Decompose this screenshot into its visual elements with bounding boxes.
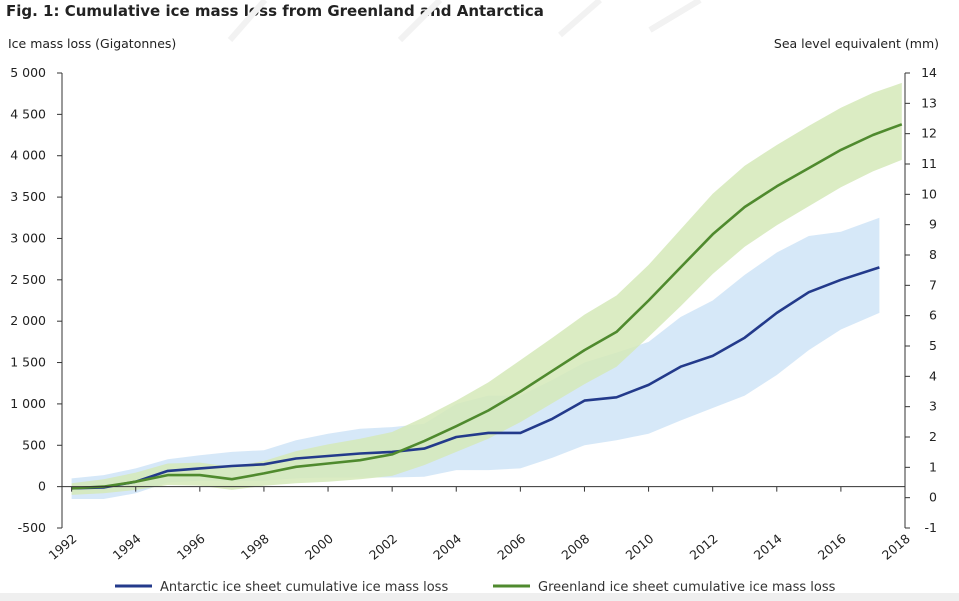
- x-tick-label: 2016: [815, 531, 849, 563]
- uncertainty-bands: [71, 82, 902, 500]
- x-tick-label: 1998: [238, 531, 272, 563]
- series-line-antarctic: [71, 266, 880, 490]
- y-tick-label-left: 1 000: [10, 396, 46, 411]
- watermark: [227, 0, 702, 43]
- x-tick-label: 2014: [751, 531, 785, 563]
- x-tick-label: 2018: [879, 531, 913, 563]
- series-lines: [71, 123, 903, 490]
- y-tick-label-right: 6: [929, 308, 937, 323]
- y-tick-label-right: 4: [929, 368, 937, 383]
- y-tick-label-right: 14: [921, 65, 937, 80]
- x-tick-label: 2004: [430, 531, 464, 563]
- y-tick-label-left: 3 500: [10, 189, 46, 204]
- chart-title: Fig. 1: Cumulative ice mass loss from Gr…: [6, 2, 544, 20]
- y-tick-label-right: 8: [929, 247, 937, 262]
- y-tick-label-left: 500: [22, 437, 46, 452]
- watermark-stroke-2: [558, 0, 602, 38]
- y-tick-label-right: 13: [921, 95, 937, 110]
- y-tick-label-left: 3 000: [10, 230, 46, 245]
- y-tick-label-left: 2 000: [10, 313, 46, 328]
- x-tick-label: 2006: [494, 531, 528, 563]
- y-tick-label-right: 11: [921, 156, 937, 171]
- x-tick-label: 2000: [302, 531, 336, 563]
- y-tick-label-right: -1: [925, 520, 937, 535]
- y-tick-label-right: 1: [929, 459, 937, 474]
- y-tick-label-right: 0: [929, 490, 937, 505]
- x-tick-label: 2012: [687, 531, 721, 563]
- y-tick-label-right: 9: [929, 217, 937, 232]
- x-tick-label: 1992: [46, 531, 80, 563]
- series-line-greenland: [71, 123, 903, 490]
- x-tick-label: 2008: [558, 531, 592, 563]
- y-axis-title-left: Ice mass loss (Gigatonnes): [8, 36, 176, 51]
- legend: Antarctic ice sheet cumulative ice mass …: [115, 580, 836, 595]
- y-tick-label-left: 0: [38, 479, 46, 494]
- y-tick-label-left: 4 000: [10, 148, 46, 163]
- legend-label-antarctic: Antarctic ice sheet cumulative ice mass …: [160, 580, 448, 595]
- y-tick-label-right: 12: [921, 126, 937, 141]
- uncertainty-band-antarctic: [71, 217, 880, 500]
- y-tick-label-right: 2: [929, 429, 937, 444]
- y-tick-label-left: 2 500: [10, 272, 46, 287]
- y-tick-label-left: 4 500: [10, 106, 46, 121]
- bottom-band: [0, 593, 959, 601]
- x-tick-label: 2002: [366, 531, 400, 563]
- x-tick-label: 1996: [174, 531, 208, 563]
- watermark-stroke-0: [227, 0, 268, 42]
- y-tick-label-right: 10: [921, 186, 937, 201]
- x-tick-label: 1994: [110, 531, 144, 563]
- x-tick-label: 2010: [622, 531, 656, 563]
- y-axis-title-right: Sea level equivalent (mm): [774, 36, 939, 51]
- legend-label-greenland: Greenland ice sheet cumulative ice mass …: [538, 580, 836, 595]
- y-tick-label-left: 1 500: [10, 355, 46, 370]
- y-tick-label-right: 7: [929, 277, 937, 292]
- y-tick-label-left: 5 000: [10, 65, 46, 80]
- watermark-stroke-1: [397, 0, 443, 43]
- watermark-stroke-3: [648, 0, 702, 33]
- y-tick-label-right: 3: [929, 399, 937, 414]
- y-tick-label-left: -500: [18, 520, 46, 535]
- y-tick-label-right: 5: [929, 338, 937, 353]
